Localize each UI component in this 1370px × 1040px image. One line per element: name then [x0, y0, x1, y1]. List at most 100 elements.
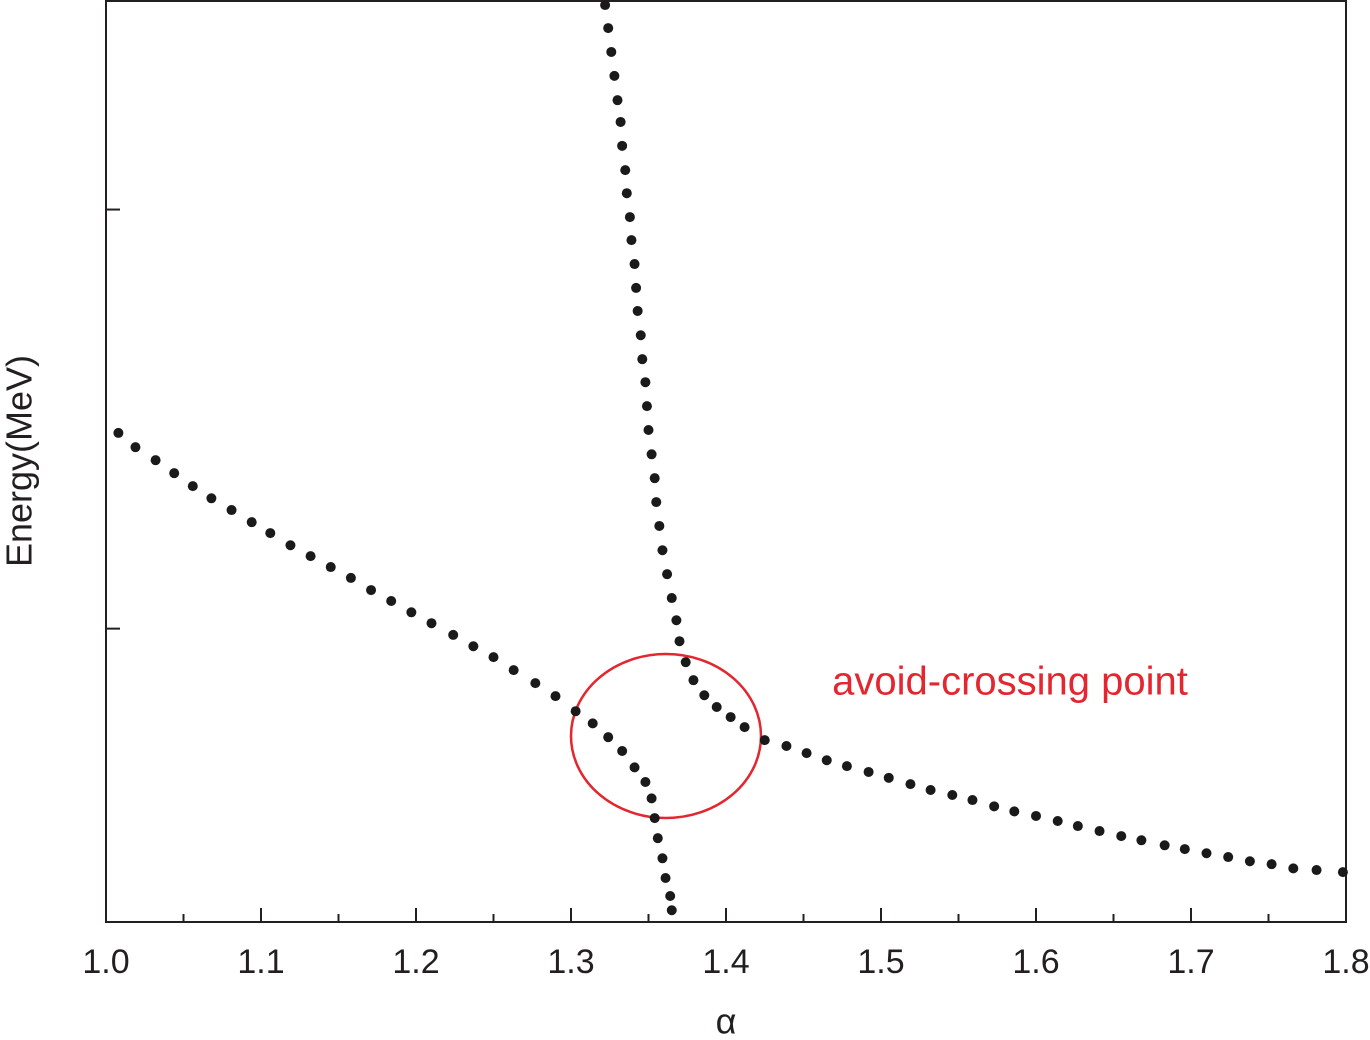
- data-point: [863, 766, 874, 777]
- data-point: [649, 813, 660, 824]
- x-tick-label: 1.2: [392, 943, 439, 981]
- data-point: [635, 330, 646, 341]
- data-point: [629, 259, 640, 270]
- data-point: [603, 732, 614, 743]
- data-point: [366, 585, 377, 596]
- data-point: [305, 551, 316, 562]
- annotation: avoid-crossing point: [832, 660, 1188, 704]
- data-point: [652, 833, 663, 844]
- data-point: [641, 401, 652, 412]
- data-point: [643, 424, 654, 435]
- data-point: [386, 595, 397, 606]
- data-point: [637, 354, 648, 365]
- data-point: [699, 690, 710, 701]
- data-point: [821, 755, 832, 766]
- data-point: [1179, 844, 1190, 855]
- data-point: [657, 545, 668, 556]
- data-point: [448, 629, 459, 640]
- data-point: [1311, 865, 1322, 876]
- data-point: [426, 618, 437, 629]
- data-point: [488, 652, 499, 663]
- data-point: [1244, 856, 1255, 867]
- x-axis-label: α: [716, 1001, 737, 1040]
- data-point: [646, 793, 657, 804]
- data-point: [1159, 840, 1170, 851]
- data-point: [841, 761, 852, 772]
- data-point: [646, 449, 657, 460]
- data-point: [759, 735, 770, 746]
- data-point: [666, 905, 677, 916]
- data-point: [680, 657, 691, 668]
- data-point: [530, 678, 541, 689]
- data-point: [781, 740, 792, 751]
- x-tick-label: 1.4: [702, 943, 749, 981]
- data-point: [1337, 867, 1348, 878]
- data-point: [666, 593, 677, 604]
- data-point: [640, 777, 651, 788]
- data-point: [600, 0, 611, 11]
- data-point: [169, 468, 180, 479]
- data-point: [660, 872, 671, 883]
- data-point: [711, 702, 722, 713]
- data-point: [725, 712, 736, 723]
- data-point: [617, 746, 628, 757]
- data-point: [632, 305, 643, 316]
- data-point: [150, 455, 161, 466]
- x-tick-label: 1.6: [1012, 943, 1059, 981]
- data-point: [657, 853, 668, 864]
- data-point: [345, 572, 356, 583]
- data-point: [801, 748, 812, 759]
- data-point: [246, 517, 257, 528]
- data-point: [1009, 806, 1020, 817]
- data-point: [651, 497, 662, 508]
- data-point: [130, 442, 141, 453]
- data-point: [671, 615, 682, 626]
- y-axis-label: Energy(MeV): [0, 355, 40, 567]
- data-point: [1052, 815, 1063, 826]
- data-point: [665, 891, 676, 902]
- data-point: [206, 493, 217, 504]
- data-point: [620, 165, 631, 176]
- data-point: [626, 235, 637, 246]
- data-point: [587, 718, 598, 729]
- data-point: [883, 772, 894, 783]
- data-point: [468, 641, 479, 652]
- data-point: [570, 706, 581, 717]
- data-point: [508, 665, 519, 676]
- data-point: [1266, 859, 1277, 870]
- data-point: [606, 46, 617, 57]
- data-point: [285, 540, 296, 551]
- data-point: [325, 562, 336, 573]
- data-point: [617, 140, 628, 151]
- annotation-ellipse: [569, 652, 763, 820]
- data-point: [674, 636, 685, 647]
- data-point: [631, 282, 642, 293]
- data-point: [654, 520, 665, 531]
- data-point: [640, 377, 651, 388]
- x-tick-label: 1.1: [237, 943, 284, 981]
- data-point: [624, 212, 635, 223]
- data-point: [739, 722, 750, 733]
- data-point: [662, 569, 673, 580]
- data-point: [1223, 852, 1234, 863]
- x-tick-label: 1.7: [1167, 943, 1214, 981]
- data-point: [1288, 863, 1299, 874]
- data-point: [609, 70, 620, 81]
- data-point: [226, 505, 237, 516]
- data-point: [989, 801, 1000, 812]
- plot-frame: [105, 0, 1347, 923]
- data-point: [1201, 848, 1212, 859]
- data-point: [113, 427, 124, 438]
- data-point: [621, 188, 632, 199]
- data-point: [187, 481, 198, 492]
- data-point: [612, 95, 623, 106]
- data-point: [688, 675, 699, 686]
- data-point: [550, 691, 561, 702]
- data-point: [1116, 831, 1127, 842]
- data-point: [406, 607, 417, 618]
- data-point: [649, 473, 660, 484]
- data-point: [265, 528, 276, 539]
- data-point: [947, 790, 958, 801]
